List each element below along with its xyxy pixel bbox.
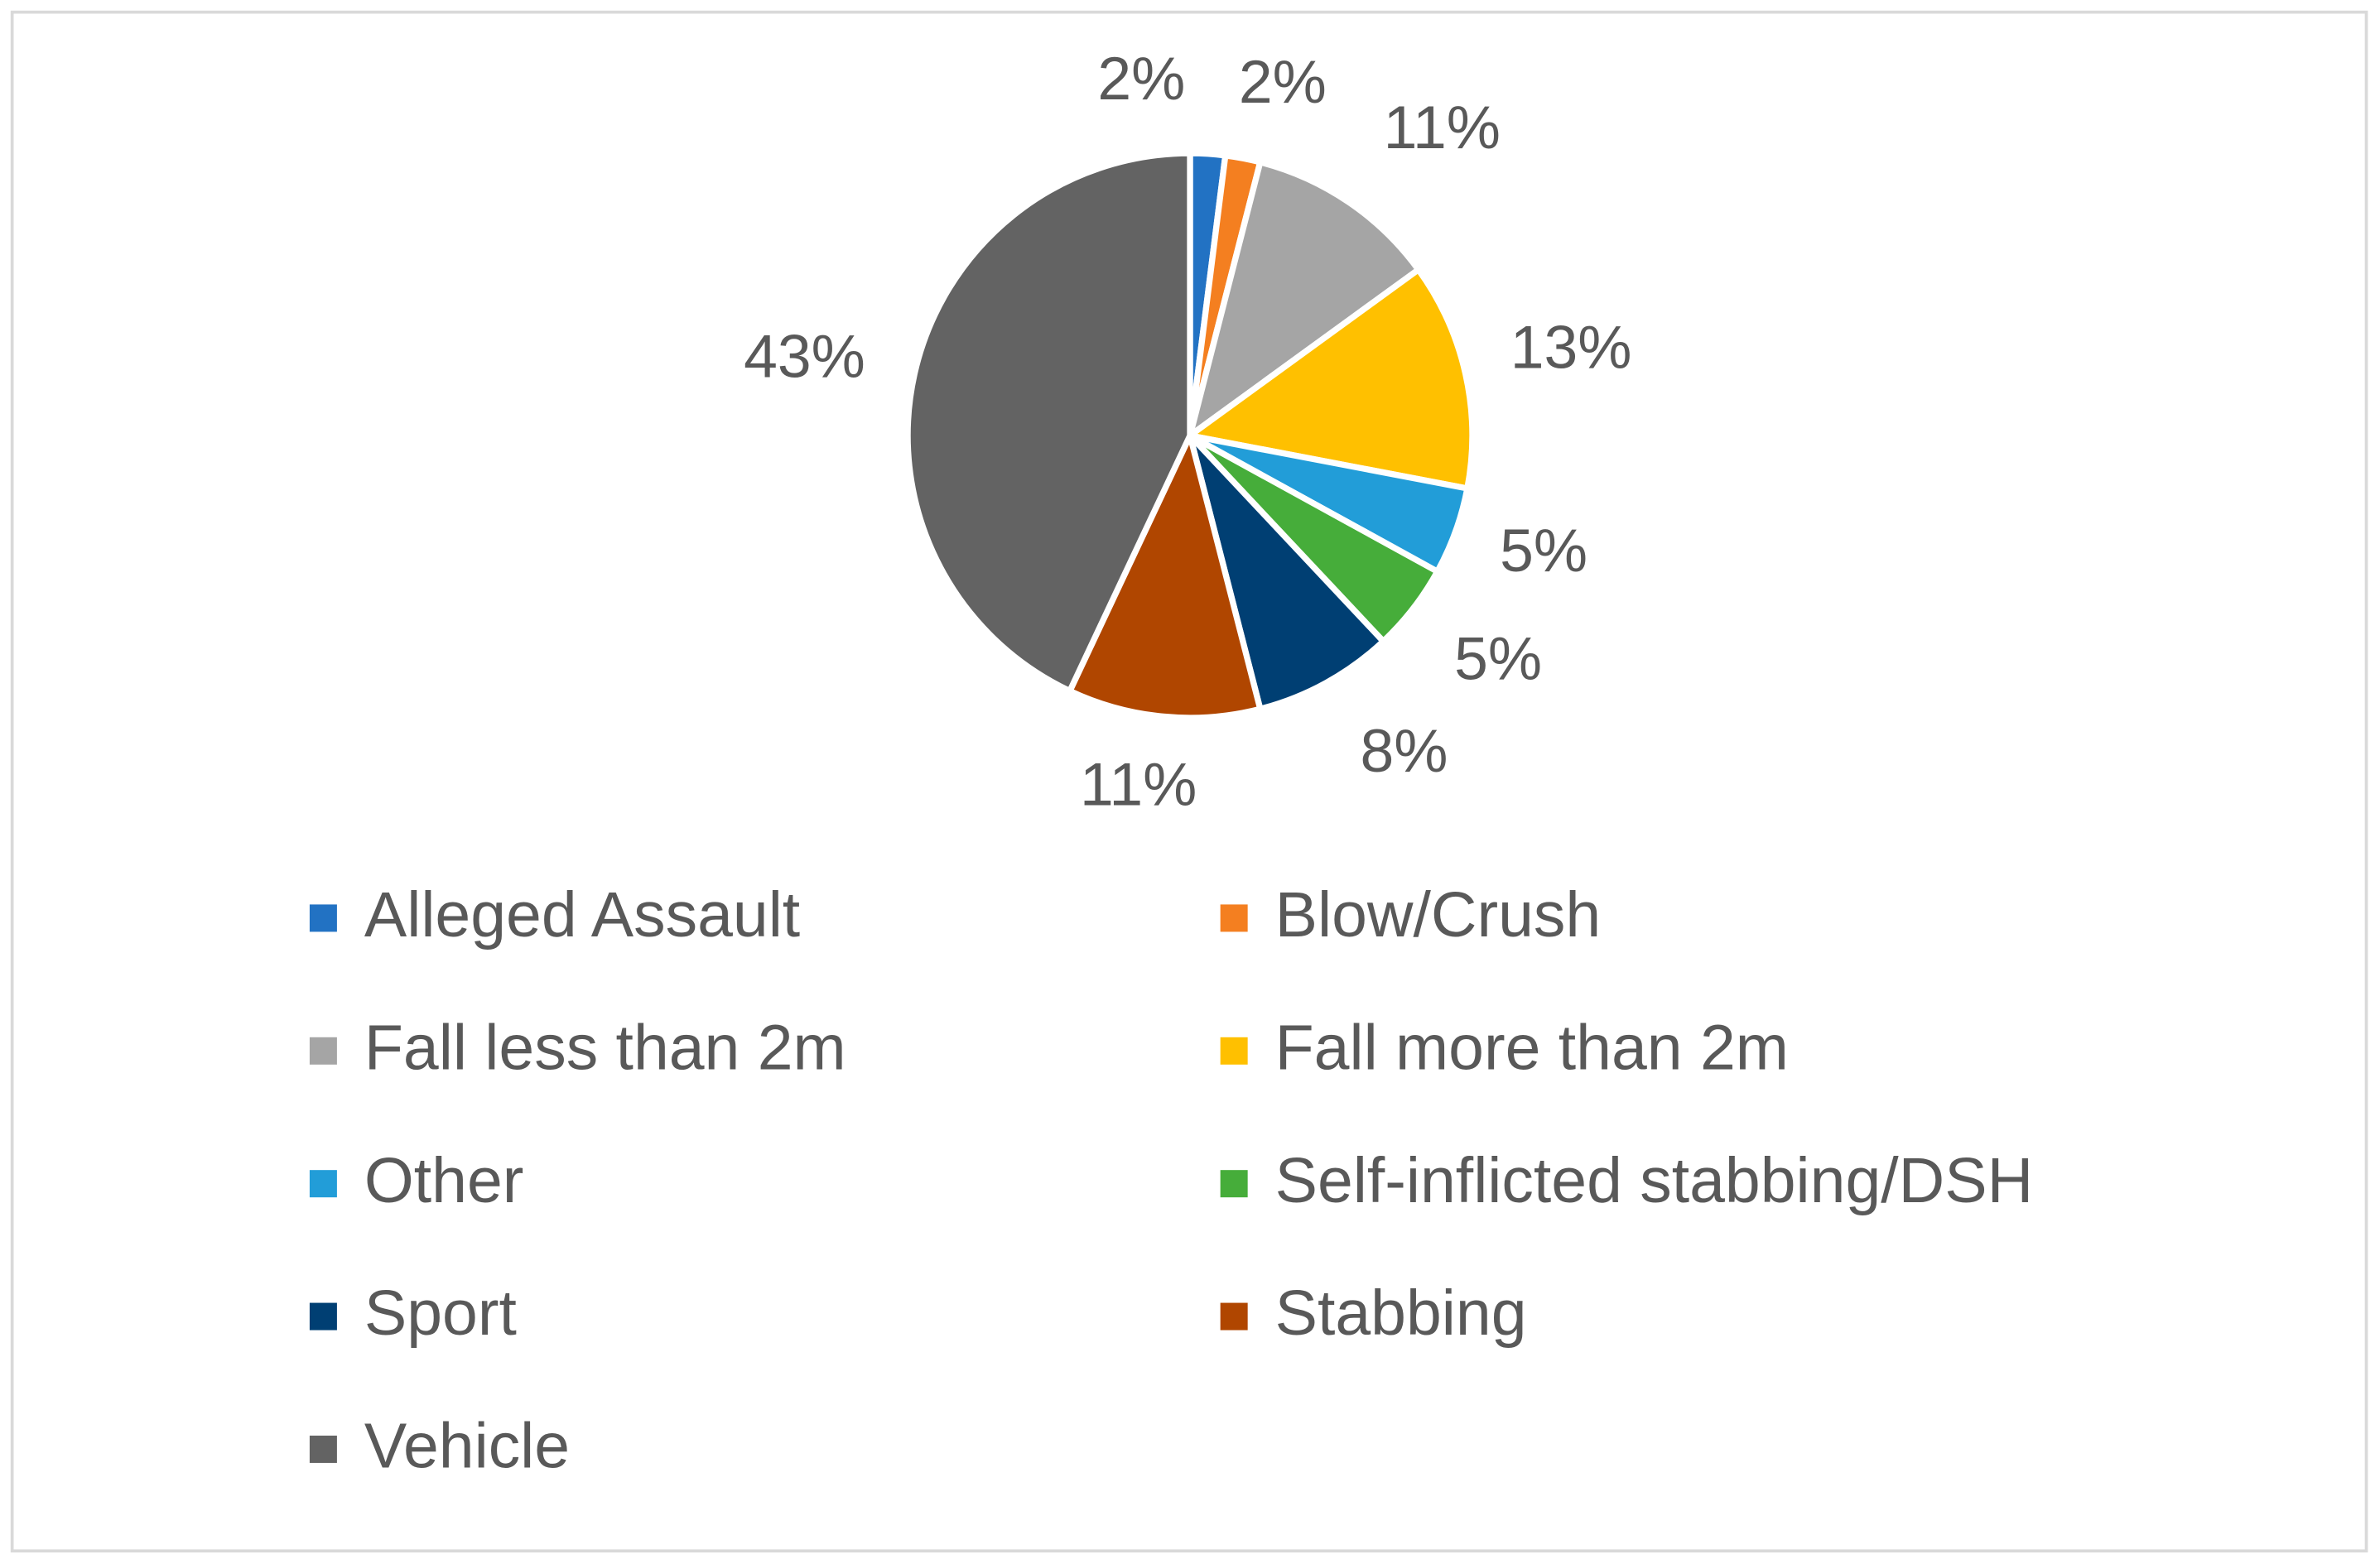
data-label: 11% xyxy=(1384,94,1501,161)
legend-swatch xyxy=(1220,904,1248,932)
pie-slice xyxy=(1187,159,1422,439)
legend-swatch xyxy=(1220,1037,1248,1065)
legend-label: Sport xyxy=(364,1278,517,1349)
data-label: 5% xyxy=(1454,624,1542,692)
legend-label: Vehicle xyxy=(364,1411,570,1482)
legend-swatch xyxy=(1220,1170,1248,1198)
legend-label: Fall more than 2m xyxy=(1275,1012,1789,1083)
legend-swatch xyxy=(309,1037,337,1065)
legend-swatch xyxy=(1220,1302,1248,1331)
data-label: 8% xyxy=(1360,717,1448,785)
legend-swatch xyxy=(309,904,337,932)
legend-swatch xyxy=(309,1435,337,1463)
pie-slice xyxy=(1187,266,1476,492)
legend-label: Alleged Assault xyxy=(364,879,800,950)
pie-slice xyxy=(904,150,1193,695)
legend-label: Stabbing xyxy=(1275,1278,1527,1349)
legend-label: Blow/Crush xyxy=(1275,879,1602,950)
legend-label: Self-inflicted stabbing/DSH xyxy=(1275,1145,2034,1216)
data-label: 5% xyxy=(1500,517,1587,585)
legend-label: Fall less than 2m xyxy=(364,1012,846,1083)
data-label: 43% xyxy=(744,323,865,391)
data-label: 2% xyxy=(1239,48,1327,116)
data-label: 13% xyxy=(1510,314,1632,382)
pie-slice xyxy=(1187,432,1387,712)
data-label: 2% xyxy=(1097,45,1185,113)
legend-swatch xyxy=(309,1170,337,1198)
data-label: 11% xyxy=(1080,750,1197,818)
legend-swatch xyxy=(309,1302,337,1331)
pie-slice xyxy=(1067,432,1264,721)
legend-label: Other xyxy=(364,1145,524,1216)
